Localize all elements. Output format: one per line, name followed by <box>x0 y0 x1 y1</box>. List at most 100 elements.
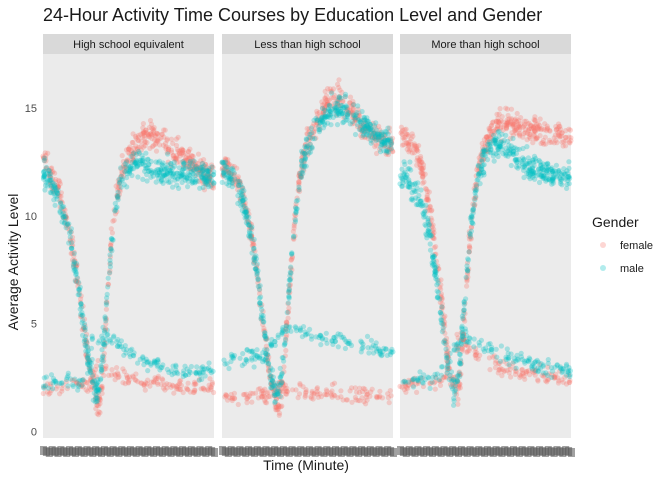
data-point <box>167 170 173 176</box>
data-point <box>201 167 207 173</box>
data-point <box>419 166 425 172</box>
data-point <box>42 174 48 180</box>
data-point <box>55 184 61 190</box>
data-point <box>538 166 544 172</box>
data-point <box>99 385 105 391</box>
data-point <box>47 178 53 184</box>
data-point <box>99 333 105 339</box>
data-point <box>232 176 238 182</box>
data-point <box>284 385 290 391</box>
data-point <box>336 77 342 83</box>
data-point <box>128 165 134 171</box>
data-point <box>44 389 51 395</box>
data-point <box>177 378 183 384</box>
data-point <box>198 165 204 171</box>
data-point <box>528 122 534 128</box>
data-point <box>125 380 131 386</box>
data-point <box>99 369 105 375</box>
data-point <box>159 131 165 137</box>
data-point <box>137 159 143 165</box>
data-point <box>62 215 69 221</box>
data-point <box>88 345 95 351</box>
data-point <box>114 194 121 201</box>
data-point <box>439 304 445 310</box>
data-point <box>60 214 66 220</box>
data-point <box>224 171 230 177</box>
data-point <box>114 365 120 371</box>
data-point <box>149 135 155 142</box>
data-point <box>293 387 299 393</box>
data-point <box>59 212 65 218</box>
data-point <box>221 159 227 166</box>
data-point <box>514 110 520 117</box>
data-point <box>141 383 147 389</box>
data-point <box>160 385 167 391</box>
data-point <box>55 183 61 189</box>
data-point <box>285 328 291 334</box>
data-point <box>82 325 88 331</box>
data-point <box>53 179 59 185</box>
data-point <box>205 172 211 178</box>
data-point <box>292 324 298 330</box>
data-point <box>184 176 190 182</box>
data-point <box>83 351 89 357</box>
data-point <box>190 179 196 185</box>
data-point <box>433 264 439 270</box>
data-point <box>141 129 147 135</box>
data-point <box>174 384 180 390</box>
data-point <box>358 338 364 344</box>
data-point <box>567 140 573 146</box>
data-point <box>97 397 104 403</box>
data-point <box>160 160 166 166</box>
data-point <box>184 366 190 372</box>
data-point <box>183 372 189 378</box>
data-point <box>355 122 361 128</box>
data-point <box>286 324 292 330</box>
data-point <box>57 198 63 204</box>
data-point <box>115 370 121 376</box>
data-point <box>102 343 108 349</box>
data-point <box>63 376 70 382</box>
data-point <box>193 381 199 387</box>
data-point <box>140 157 146 164</box>
data-point <box>202 178 208 184</box>
data-point <box>48 387 55 393</box>
data-point <box>225 397 231 403</box>
data-point <box>298 328 304 334</box>
data-point <box>93 388 99 394</box>
data-point <box>54 190 60 196</box>
data-point <box>109 237 115 243</box>
data-point <box>104 300 110 306</box>
data-point <box>63 223 69 229</box>
chart-title: 24-Hour Activity Time Courses by Educati… <box>43 5 542 25</box>
data-point <box>80 317 86 323</box>
data-point <box>75 382 81 388</box>
data-point <box>427 233 433 239</box>
data-point <box>68 226 74 232</box>
data-point <box>458 341 464 348</box>
data-point <box>177 386 183 392</box>
data-point <box>98 366 105 373</box>
data-point <box>69 234 76 240</box>
data-point <box>102 342 108 348</box>
data-point <box>136 148 142 154</box>
data-point <box>363 132 369 138</box>
data-point <box>166 167 172 173</box>
data-point <box>112 372 119 378</box>
data-point <box>111 333 117 339</box>
data-point <box>181 162 187 168</box>
data-point <box>60 382 66 388</box>
data-point <box>94 402 100 408</box>
data-point <box>148 121 155 127</box>
data-point <box>204 173 210 179</box>
data-point <box>305 331 311 337</box>
data-point <box>103 302 109 308</box>
data-point <box>308 125 314 131</box>
data-point <box>127 144 133 150</box>
data-point <box>342 345 348 352</box>
data-point <box>340 105 346 111</box>
data-point <box>99 367 105 373</box>
data-point <box>107 336 113 343</box>
data-point <box>41 172 47 178</box>
data-point <box>193 164 199 170</box>
